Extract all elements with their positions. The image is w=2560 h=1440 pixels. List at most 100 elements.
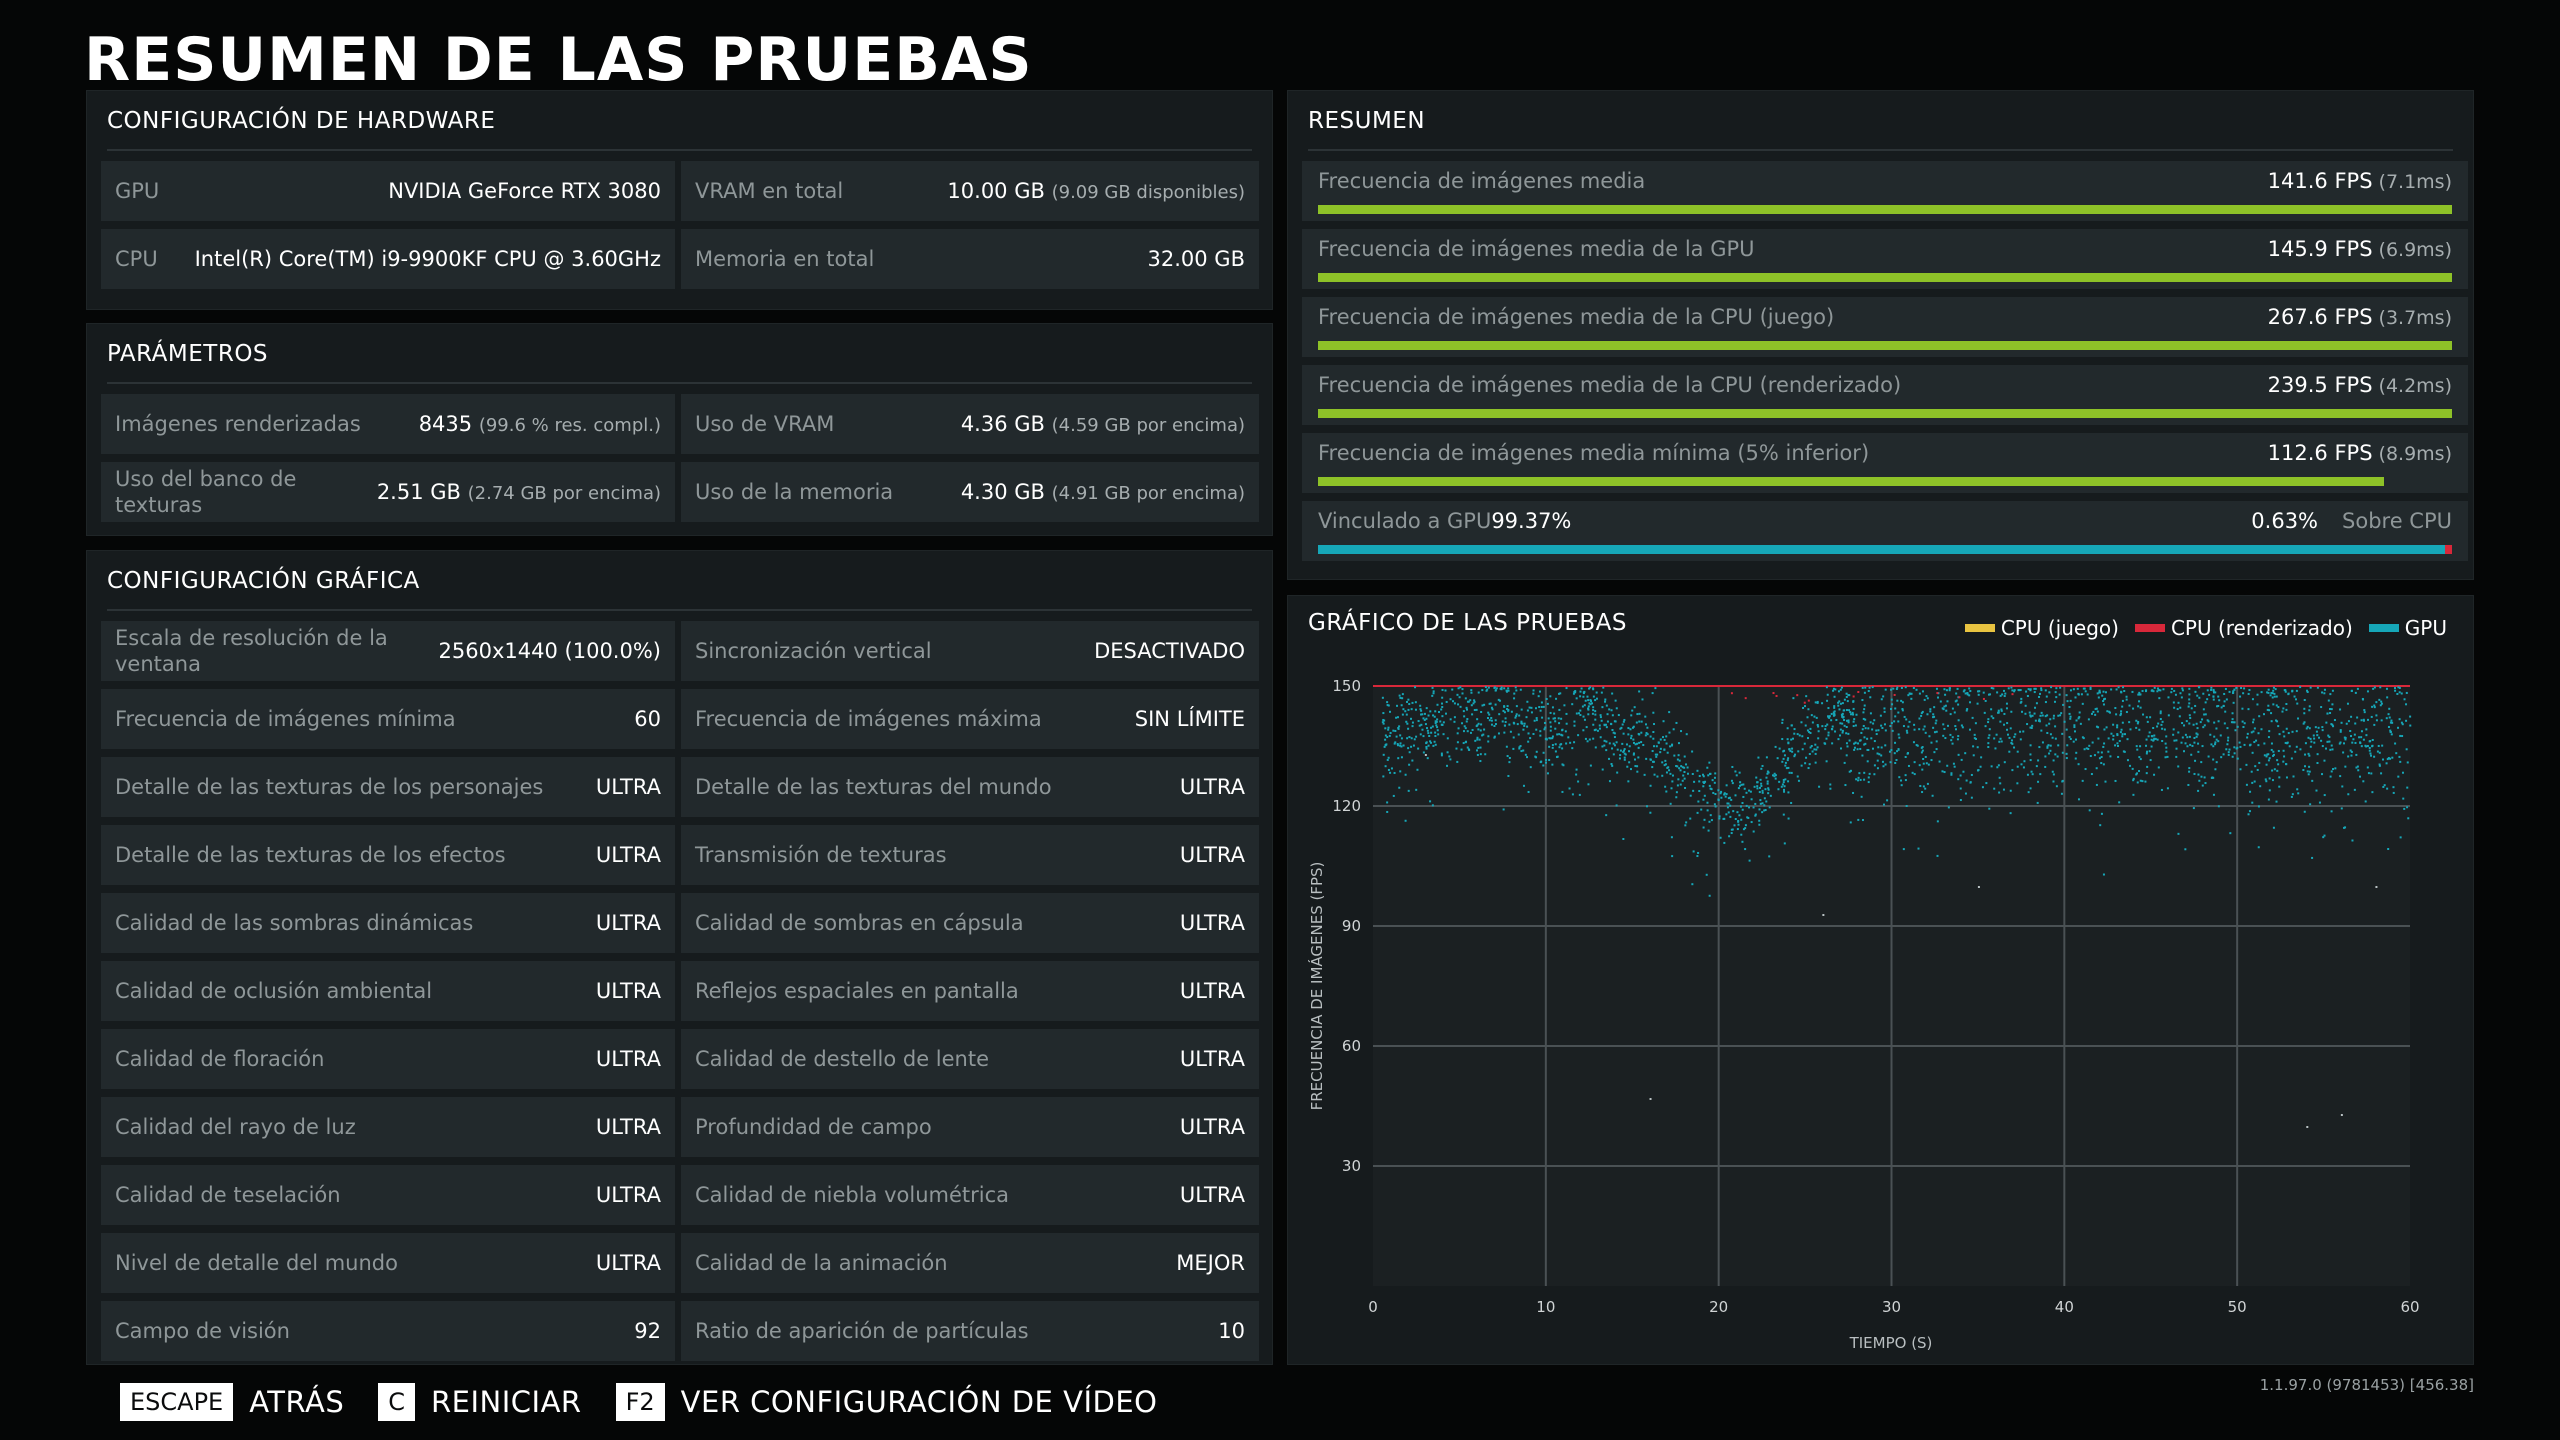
gpu-frame-point	[2266, 691, 2269, 694]
gpu-frame-point	[1815, 748, 1818, 751]
gpu-frame-point	[1540, 705, 1543, 708]
gpu-frame-point	[2029, 744, 2032, 747]
gpu-frame-point	[1613, 720, 1616, 723]
c-key[interactable]: C	[378, 1383, 416, 1421]
gpu-frame-point	[1608, 742, 1611, 745]
gpu-frame-point	[1748, 859, 1751, 862]
gpu-frame-point	[2389, 757, 2392, 760]
gpu-frame-point	[2303, 810, 2306, 813]
gpu-frame-point	[1738, 771, 1741, 774]
gpu-frame-point	[2026, 723, 2029, 726]
gpu-frame-point	[1854, 724, 1857, 727]
gpu-frame-point	[2165, 735, 2168, 738]
gpu-frame-point	[1853, 742, 1856, 745]
escape-key[interactable]: ESCAPE	[120, 1383, 234, 1421]
gpu-frame-point	[1399, 734, 1402, 737]
gpu-frame-point	[1952, 762, 1955, 765]
gpu-frame-point	[1912, 741, 1915, 744]
gpu-frame-point	[2392, 786, 2395, 789]
gpu-frame-point	[1661, 761, 1664, 764]
gpu-frame-point	[1942, 734, 1945, 737]
vram-total-value: 10.00 GB	[947, 179, 1045, 203]
gpu-frame-point	[2147, 735, 2150, 738]
gpu-frame-point	[2359, 775, 2362, 778]
gpu-frame-point	[2318, 736, 2321, 739]
gpu-frame-point	[2016, 750, 2019, 753]
gpu-frame-point	[2210, 686, 2213, 689]
graphics-setting-value: ULTRA	[595, 911, 661, 935]
gpu-frame-point	[1806, 729, 1809, 732]
gpu-frame-point	[1840, 686, 1843, 689]
graphics-setting-cell: Calidad de floración ULTRA	[101, 1029, 675, 1089]
gpu-frame-point	[1964, 752, 1967, 755]
outlier-point	[1424, 754, 1427, 756]
gpu-frame-point	[2159, 712, 2162, 715]
gpu-frame-point	[2059, 686, 2062, 689]
gpu-frame-point	[1782, 778, 1785, 781]
gpu-frame-point	[1941, 770, 1944, 773]
gpu-frame-point	[2249, 790, 2252, 793]
gpu-frame-point	[1446, 751, 1449, 754]
gpu-frame-point	[1413, 738, 1416, 741]
gpu-frame-point	[2139, 745, 2142, 748]
gpu-frame-point	[1990, 715, 1993, 718]
gpu-frame-point	[1621, 723, 1624, 726]
gpu-frame-point	[1927, 763, 1930, 766]
gpu-frame-point	[2399, 836, 2402, 839]
gpu-frame-point	[2345, 722, 2348, 725]
gpu-frame-point	[1918, 717, 1921, 720]
gpu-frame-point	[1649, 735, 1652, 738]
gpu-frame-point	[2243, 743, 2246, 746]
gpu-frame-point	[1921, 768, 1924, 771]
gpu-frame-point	[1957, 719, 1960, 722]
gpu-frame-point	[1483, 703, 1486, 706]
gpu-frame-point	[1948, 689, 1951, 692]
gpu-frame-point	[1744, 827, 1747, 830]
summary-row-fps: 145.9 FPS	[2267, 237, 2373, 261]
graphics-setting-cell: Profundidad de campo ULTRA	[681, 1097, 1259, 1157]
video-settings-button[interactable]: VER CONFIGURACIÓN DE VÍDEO	[680, 1385, 1158, 1419]
gpu-frame-point	[1446, 764, 1449, 767]
gpu-frame-point	[1831, 742, 1834, 745]
gpu-frame-point	[1426, 757, 1429, 760]
gpu-frame-point	[1465, 706, 1468, 709]
gpu-frame-point	[2190, 707, 2193, 710]
gpu-frame-point	[1920, 712, 1923, 715]
gpu-frame-point	[2103, 728, 2106, 731]
gpu-frame-point	[2354, 691, 2357, 694]
gpu-frame-point	[2145, 772, 2148, 775]
summary-row-bar	[1318, 273, 2452, 282]
gpu-frame-point	[2003, 761, 2006, 764]
gpu-frame-point	[2248, 688, 2251, 691]
gpu-frame-point	[1815, 716, 1818, 719]
gpu-frame-point	[1968, 728, 1971, 731]
gpu-frame-point	[1837, 690, 1840, 693]
gpu-frame-point	[1726, 802, 1729, 805]
gpu-frame-point	[1783, 785, 1786, 788]
back-button[interactable]: ATRÁS	[249, 1385, 345, 1419]
gpu-frame-point	[1459, 705, 1462, 708]
gpu-frame-point	[1714, 805, 1717, 808]
gpu-frame-point	[1601, 706, 1604, 709]
gpu-frame-point	[1960, 758, 1963, 761]
gpu-frame-point	[2268, 777, 2271, 780]
gpu-frame-point	[1843, 719, 1846, 722]
gpu-frame-point	[1921, 791, 1924, 794]
graphics-setting-cell: Nivel de detalle del mundo ULTRA	[101, 1233, 675, 1293]
gpu-frame-point	[1706, 766, 1709, 769]
gpu-frame-point	[1555, 756, 1558, 759]
restart-button[interactable]: REINICIAR	[431, 1385, 582, 1419]
gpu-frame-point	[1896, 750, 1899, 753]
gpu-frame-point	[1425, 727, 1428, 730]
gpu-frame-point	[2141, 689, 2144, 692]
gpu-frame-point	[1743, 787, 1746, 790]
gpu-frame-point	[2201, 718, 2204, 721]
gpu-frame-point	[2107, 737, 2110, 740]
gpu-frame-point	[2212, 695, 2215, 698]
gpu-frame-point	[2016, 782, 2019, 785]
gpu-frame-point	[1847, 732, 1850, 735]
gpu-frame-point	[1750, 821, 1753, 824]
gpu-frame-point	[1632, 725, 1635, 728]
f2-key[interactable]: F2	[615, 1383, 665, 1421]
gpu-frame-point	[1668, 711, 1671, 714]
